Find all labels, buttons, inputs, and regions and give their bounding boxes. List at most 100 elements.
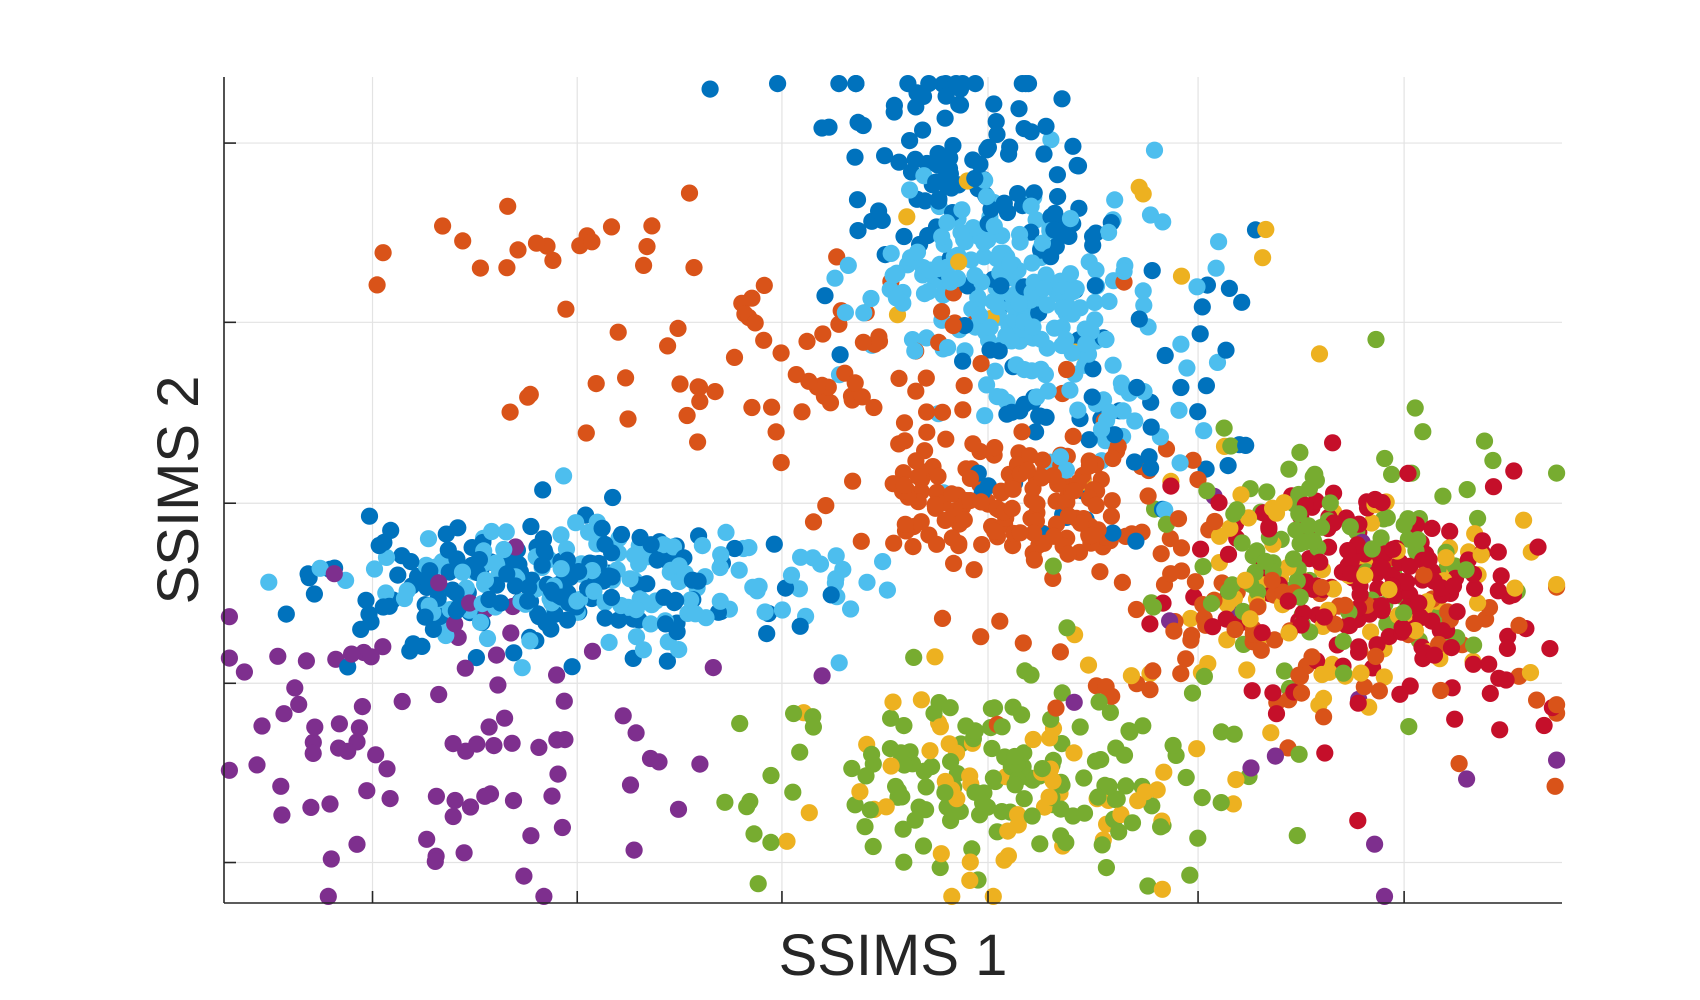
point-dark-blue [1025,184,1043,202]
point-yellow [1041,729,1059,747]
point-dark-blue [831,346,849,364]
point-light-blue [1114,402,1132,420]
point-orange [986,439,1004,457]
point-light-blue [1115,262,1133,280]
point-orange [643,217,661,235]
point-light-blue [311,559,329,577]
point-red [1412,609,1430,627]
point-light-blue [906,342,924,360]
point-purple [641,749,660,768]
point-orange [1021,447,1039,465]
point-light-blue [1170,401,1188,419]
point-light-blue [625,546,644,564]
point-dark-blue [612,525,631,544]
point-dark-blue [404,635,422,653]
point-dark-blue [849,113,867,131]
point-green [1228,501,1246,519]
point-purple [813,667,831,685]
point-red [1279,592,1297,610]
point-dark-blue [1042,248,1060,266]
point-light-blue [790,580,809,598]
point-dark-blue [765,535,783,553]
point-dark-blue [988,125,1006,143]
point-dark-blue [927,173,945,191]
point-purple [446,791,464,810]
point-green [1312,518,1331,536]
point-red [1260,520,1278,538]
point-dark-blue [758,625,776,643]
point-purple [614,707,632,725]
point-dark-blue [437,525,455,543]
point-yellow [898,208,916,226]
point-yellow [961,853,979,871]
point-orange [368,276,386,294]
point-yellow [1363,514,1381,532]
point-green [1071,718,1089,736]
point-green [1013,706,1031,724]
point-green [1305,532,1323,550]
point-purple [418,830,436,848]
point-purple [322,850,340,868]
point-orange [1103,492,1121,510]
point-green [1092,751,1110,769]
point-yellow [1375,668,1393,686]
point-red [1292,616,1310,634]
point-green [1101,703,1119,722]
point-light-blue [836,304,855,322]
point-green [1181,866,1199,884]
point-green [881,740,900,758]
point-light-blue [580,523,598,541]
point-light-blue [1010,295,1028,313]
point-dark-blue [1027,423,1045,441]
point-light-blue [842,600,860,618]
point-orange [943,529,961,547]
point-light-blue [976,407,994,425]
point-orange [1033,469,1051,487]
point-light-blue [985,217,1003,235]
point-green [1123,814,1142,832]
point-orange [1013,423,1031,441]
point-light-blue [826,269,844,287]
point-green [1321,494,1339,512]
point-dark-blue [558,611,577,629]
point-orange [1025,551,1043,569]
point-light-blue [1145,141,1164,159]
point-purple [378,760,396,778]
point-green [1363,540,1381,558]
point-yellow [1210,527,1229,545]
point-yellow [961,871,979,890]
point-dark-blue [1086,277,1104,295]
point-yellow [882,757,900,775]
point-yellow [1241,610,1259,628]
point-red [1535,716,1553,735]
point-dark-blue [533,556,551,574]
point-light-blue [1097,330,1115,349]
point-light-blue [634,641,653,659]
point-green [1202,594,1221,613]
point-dark-blue [470,551,488,569]
point-dark-blue [656,615,675,633]
point-green [1152,818,1170,836]
point-purple [1375,887,1394,906]
point-light-blue [1051,448,1070,466]
point-light-blue [1069,401,1087,419]
point-yellow [1257,220,1275,239]
point-purple [502,624,520,642]
point-orange [964,435,982,453]
point-green [1288,827,1306,845]
point-purple [1458,770,1476,788]
point-light-blue [901,181,919,199]
point-light-blue [686,605,705,623]
point-purple [353,698,371,716]
point-orange [755,276,773,294]
point-light-blue [782,566,801,584]
point-dark-blue [1193,298,1211,316]
point-light-blue [862,289,880,308]
point-orange [1186,573,1204,591]
point-light-blue [811,555,830,573]
point-orange [955,511,973,529]
point-yellow [961,767,979,785]
point-green [1406,399,1424,417]
point-orange [587,375,605,393]
point-light-blue [989,298,1007,316]
